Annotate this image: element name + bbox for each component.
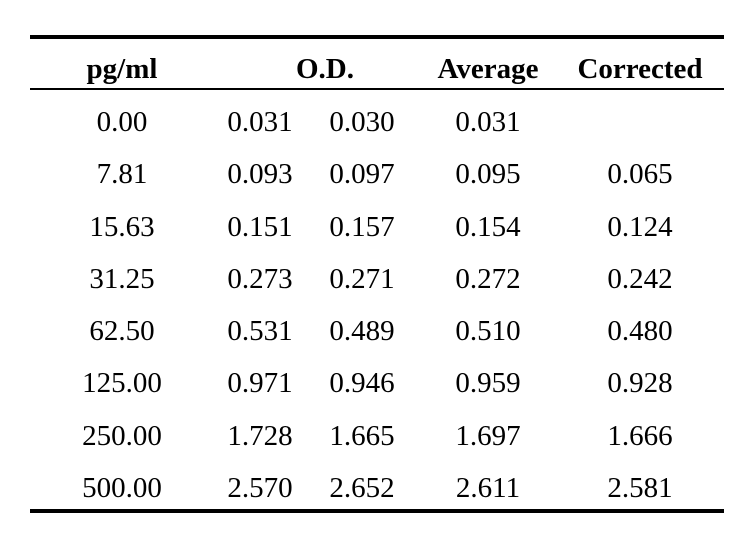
cell-average: 0.154 — [455, 210, 521, 243]
table-row: 31.25 0.273 0.271 0.272 0.242 — [30, 253, 724, 305]
table-row: 500.00 2.570 2.652 2.611 2.581 — [30, 462, 724, 514]
cell-concentration: 0.00 — [96, 106, 148, 138]
header-corrected: Corrected — [577, 53, 703, 85]
cell-corrected: 0.242 — [607, 262, 673, 295]
cell-average: 0.959 — [455, 367, 521, 400]
cell-od-1: 2.570 — [227, 472, 293, 505]
header-od: O.D. — [296, 53, 354, 85]
cell-od-2: 1.665 — [329, 419, 395, 452]
cell-od-1: 1.728 — [227, 419, 293, 452]
cell-average: 0.510 — [455, 315, 521, 348]
table-row: 0.00 0.031 0.030 0.031 — [30, 96, 724, 148]
cell-corrected — [592, 96, 688, 148]
cell-od-1: 0.093 — [227, 158, 293, 191]
cell-average: 0.272 — [455, 262, 521, 295]
cell-od-2: 0.489 — [329, 315, 395, 348]
table-row: 125.00 0.971 0.946 0.959 0.928 — [30, 357, 724, 409]
cell-od-2: 0.097 — [329, 158, 395, 191]
cell-od-2: 0.030 — [329, 106, 395, 138]
table-header: pg/ml O.D. Average Corrected — [30, 40, 724, 88]
table-row: 250.00 1.728 1.665 1.697 1.666 — [30, 410, 724, 462]
cell-od-1: 0.273 — [227, 262, 293, 295]
table-row: 15.63 0.151 0.157 0.154 0.124 — [30, 201, 724, 253]
cell-concentration: 7.81 — [96, 158, 148, 191]
cell-od-2: 0.157 — [329, 210, 395, 243]
cell-concentration: 250.00 — [82, 419, 162, 452]
cell-corrected: 0.065 — [607, 158, 673, 191]
cell-od-2: 0.271 — [329, 262, 395, 295]
table-row: 7.81 0.093 0.097 0.095 0.065 — [30, 148, 724, 200]
cell-corrected: 0.928 — [607, 367, 673, 400]
cell-average: 2.611 — [455, 472, 521, 505]
cell-od-1: 0.531 — [227, 315, 293, 348]
cell-od-1: 0.031 — [227, 106, 293, 138]
cell-od-1: 0.151 — [227, 210, 293, 243]
cell-corrected: 2.581 — [607, 472, 673, 505]
cell-average: 0.031 — [455, 106, 521, 138]
cell-concentration: 62.50 — [89, 315, 155, 348]
table-body: 0.00 0.031 0.030 0.031 7.81 0.093 0.097 0.095 0.… — [30, 96, 724, 514]
cell-corrected: 0.480 — [607, 315, 673, 348]
cell-od-1: 0.971 — [227, 367, 293, 400]
cell-average: 1.697 — [455, 419, 521, 452]
top-rule — [30, 35, 724, 39]
header-average: Average — [437, 53, 539, 85]
header-rule — [30, 88, 724, 90]
cell-concentration: 500.00 — [82, 472, 162, 505]
cell-concentration: 125.00 — [82, 367, 162, 400]
bottom-rule — [30, 509, 724, 513]
table-row: 62.50 0.531 0.489 0.510 0.480 — [30, 305, 724, 357]
cell-od-2: 0.946 — [329, 367, 395, 400]
cell-corrected: 1.666 — [607, 419, 673, 452]
cell-corrected: 0.124 — [607, 210, 673, 243]
cell-concentration: 15.63 — [89, 210, 155, 243]
header-concentration: pg/ml — [86, 53, 158, 85]
cell-concentration: 31.25 — [89, 262, 155, 295]
cell-average: 0.095 — [455, 158, 521, 191]
cell-od-2: 2.652 — [329, 472, 395, 505]
